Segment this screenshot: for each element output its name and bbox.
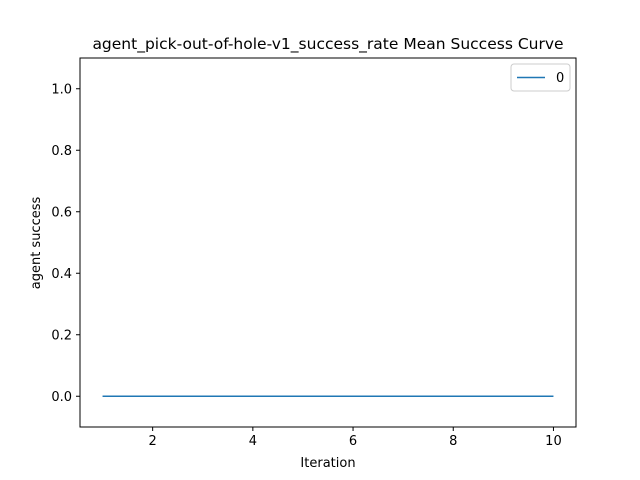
axes-frame [79, 57, 577, 428]
y-tick-label: 0.8 [51, 144, 72, 159]
y-tick-label: 1.0 [51, 82, 72, 97]
plot-area: 2 4 6 8 10 0.0 0.2 0.4 0.6 0.8 1.0 [51, 57, 577, 449]
y-tick-label: 0.6 [51, 205, 72, 220]
y-tick-label: 0.0 [51, 390, 72, 405]
legend: 0 [510, 63, 571, 92]
y-axis-label: agent success [29, 197, 44, 290]
x-axis-label: Iteration [300, 456, 355, 471]
x-tick-label: 2 [149, 434, 157, 449]
x-tick-label: 10 [545, 434, 562, 449]
y-tick-label: 0.2 [51, 328, 72, 343]
y-tick-label: 0.4 [51, 267, 72, 282]
chart-title: agent_pick-out-of-hole-v1_success_rate M… [92, 35, 563, 54]
legend-label: 0 [556, 71, 564, 86]
x-tick-label: 6 [349, 434, 357, 449]
x-tick-label: 8 [449, 434, 457, 449]
x-tick-label: 4 [249, 434, 257, 449]
